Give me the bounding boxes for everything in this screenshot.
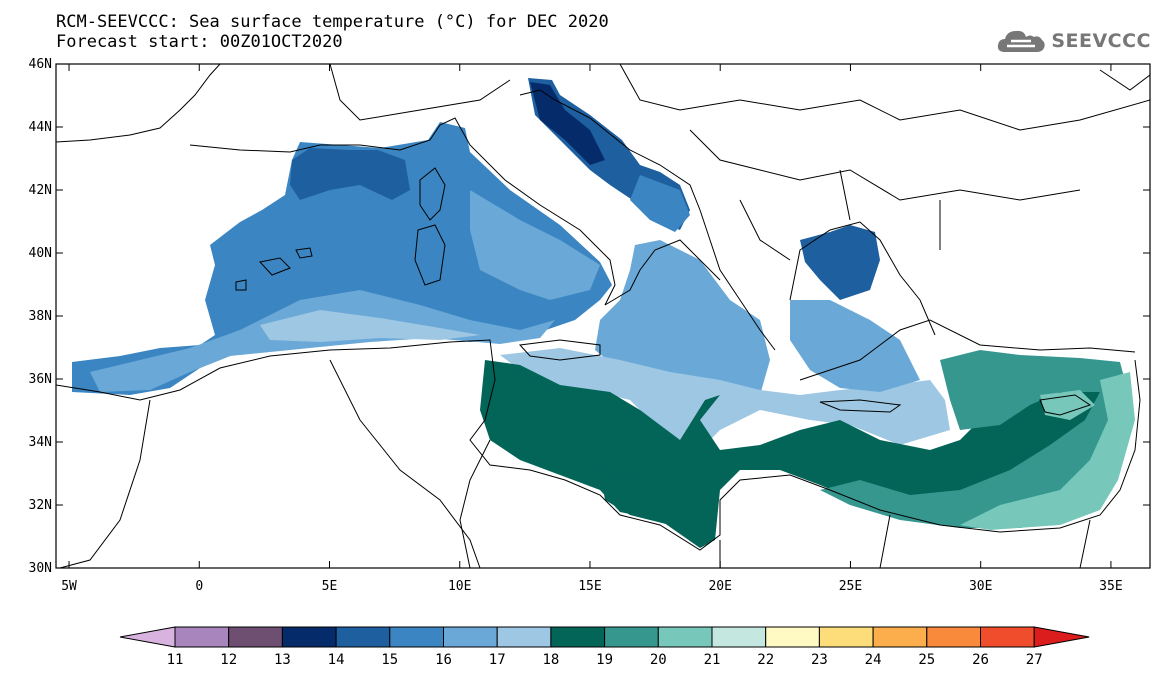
colorbar-lower-extend [119, 626, 176, 648]
sst-ionian [595, 240, 770, 400]
cloud-logo-icon [998, 30, 1045, 52]
colorbar-segment [872, 626, 928, 648]
lat-tick-label: 38N [29, 309, 52, 324]
sst-tyrrhenian [470, 190, 600, 300]
colorbar-segment [443, 626, 498, 648]
sst-central-light [500, 348, 950, 450]
sst-ligurian-lions [290, 148, 410, 200]
colorbar-segment [657, 626, 713, 648]
sst-east-shelf [1040, 390, 1095, 420]
colorbar-label: 27 [1026, 652, 1043, 668]
colorbar-label: 18 [542, 652, 559, 668]
colorbar-label: 12 [220, 652, 237, 668]
lat-tick-label: 44N [29, 120, 52, 135]
map-title: RCM-SEEVCCC: Sea surface temperature (°C… [56, 12, 609, 32]
colorbar-upper-extend [1033, 626, 1090, 648]
colorbar-segment [765, 626, 820, 648]
lat-tick-label: 36N [29, 372, 52, 387]
colorbar-segment [389, 626, 444, 648]
lat-tick-label: 40N [29, 246, 52, 261]
colorbar-label: 11 [167, 652, 184, 668]
colorbar-label: 20 [650, 652, 667, 668]
lon-tick-label: 15E [578, 579, 601, 594]
lon-tick-label: 10E [448, 579, 471, 594]
colorbar-label: 17 [489, 652, 506, 668]
lat-tick-label: 42N [29, 183, 52, 198]
colorbar-label: 15 [381, 652, 398, 668]
colorbar-label: 19 [596, 652, 613, 668]
sst-aegean-north [800, 225, 880, 300]
colorbar-segment [604, 626, 659, 648]
colorbar-segment [926, 626, 981, 648]
lon-tick-label: 5E [322, 579, 338, 594]
lon-tick-label: 35E [1099, 579, 1122, 594]
colorbar-label: 21 [704, 652, 721, 668]
colorbar-label: 23 [811, 652, 828, 668]
lon-tick-label: 5W [61, 579, 77, 594]
logo-text: SEEVCCC [1051, 30, 1151, 52]
latitude-axis: 46N 44N 42N 40N 38N 36N 34N 32N 30N [29, 57, 1150, 576]
sst-levantine-coast [960, 372, 1135, 530]
longitude-axis: 5W 0 5E 10E 15E 20E 25E 30E 35E [61, 64, 1123, 594]
lon-tick-label: 30E [969, 579, 992, 594]
coastlines [56, 64, 1150, 568]
sst-adriatic-south [630, 175, 690, 232]
colorbar-segment [550, 626, 606, 648]
colorbar-label: 26 [972, 652, 989, 668]
colorbar-segment [711, 626, 767, 648]
lat-tick-label: 34N [29, 435, 52, 450]
colorbar-label: 13 [274, 652, 291, 668]
colorbar-label: 24 [865, 652, 882, 668]
colorbar: 11 12 13 14 15 16 17 18 19 20 21 22 23 24 25 26 27 [119, 626, 1090, 668]
lon-tick-label: 0 [195, 579, 203, 594]
sst-field [56, 64, 1150, 568]
colorbar-segment [335, 626, 391, 648]
lon-tick-label: 20E [708, 579, 731, 594]
colorbar-segment [496, 626, 552, 648]
lat-tick-label: 46N [29, 57, 52, 72]
colorbar-segment [281, 626, 337, 648]
colorbar-segment [228, 626, 283, 648]
sst-aegean-south [790, 300, 920, 392]
colorbar-label: 14 [328, 652, 345, 668]
sst-gulf-of-sidra [600, 470, 715, 545]
lat-tick-label: 30N [29, 561, 52, 576]
forecast-start-subtitle: Forecast start: 00Z01OCT2020 [56, 32, 343, 52]
colorbar-label: 22 [757, 652, 774, 668]
lon-tick-label: 25E [839, 579, 862, 594]
colorbar-segment [818, 626, 874, 648]
colorbar-segment [980, 626, 1035, 648]
sst-adriatic-core [530, 82, 605, 165]
sst-sardinia-channel [260, 310, 480, 342]
lat-tick-label: 32N [29, 498, 52, 513]
seevccc-logo: SEEVCCC [995, 26, 1151, 56]
colorbar-segment [174, 626, 230, 648]
colorbar-label: 25 [918, 652, 935, 668]
colorbar-label: 16 [435, 652, 452, 668]
